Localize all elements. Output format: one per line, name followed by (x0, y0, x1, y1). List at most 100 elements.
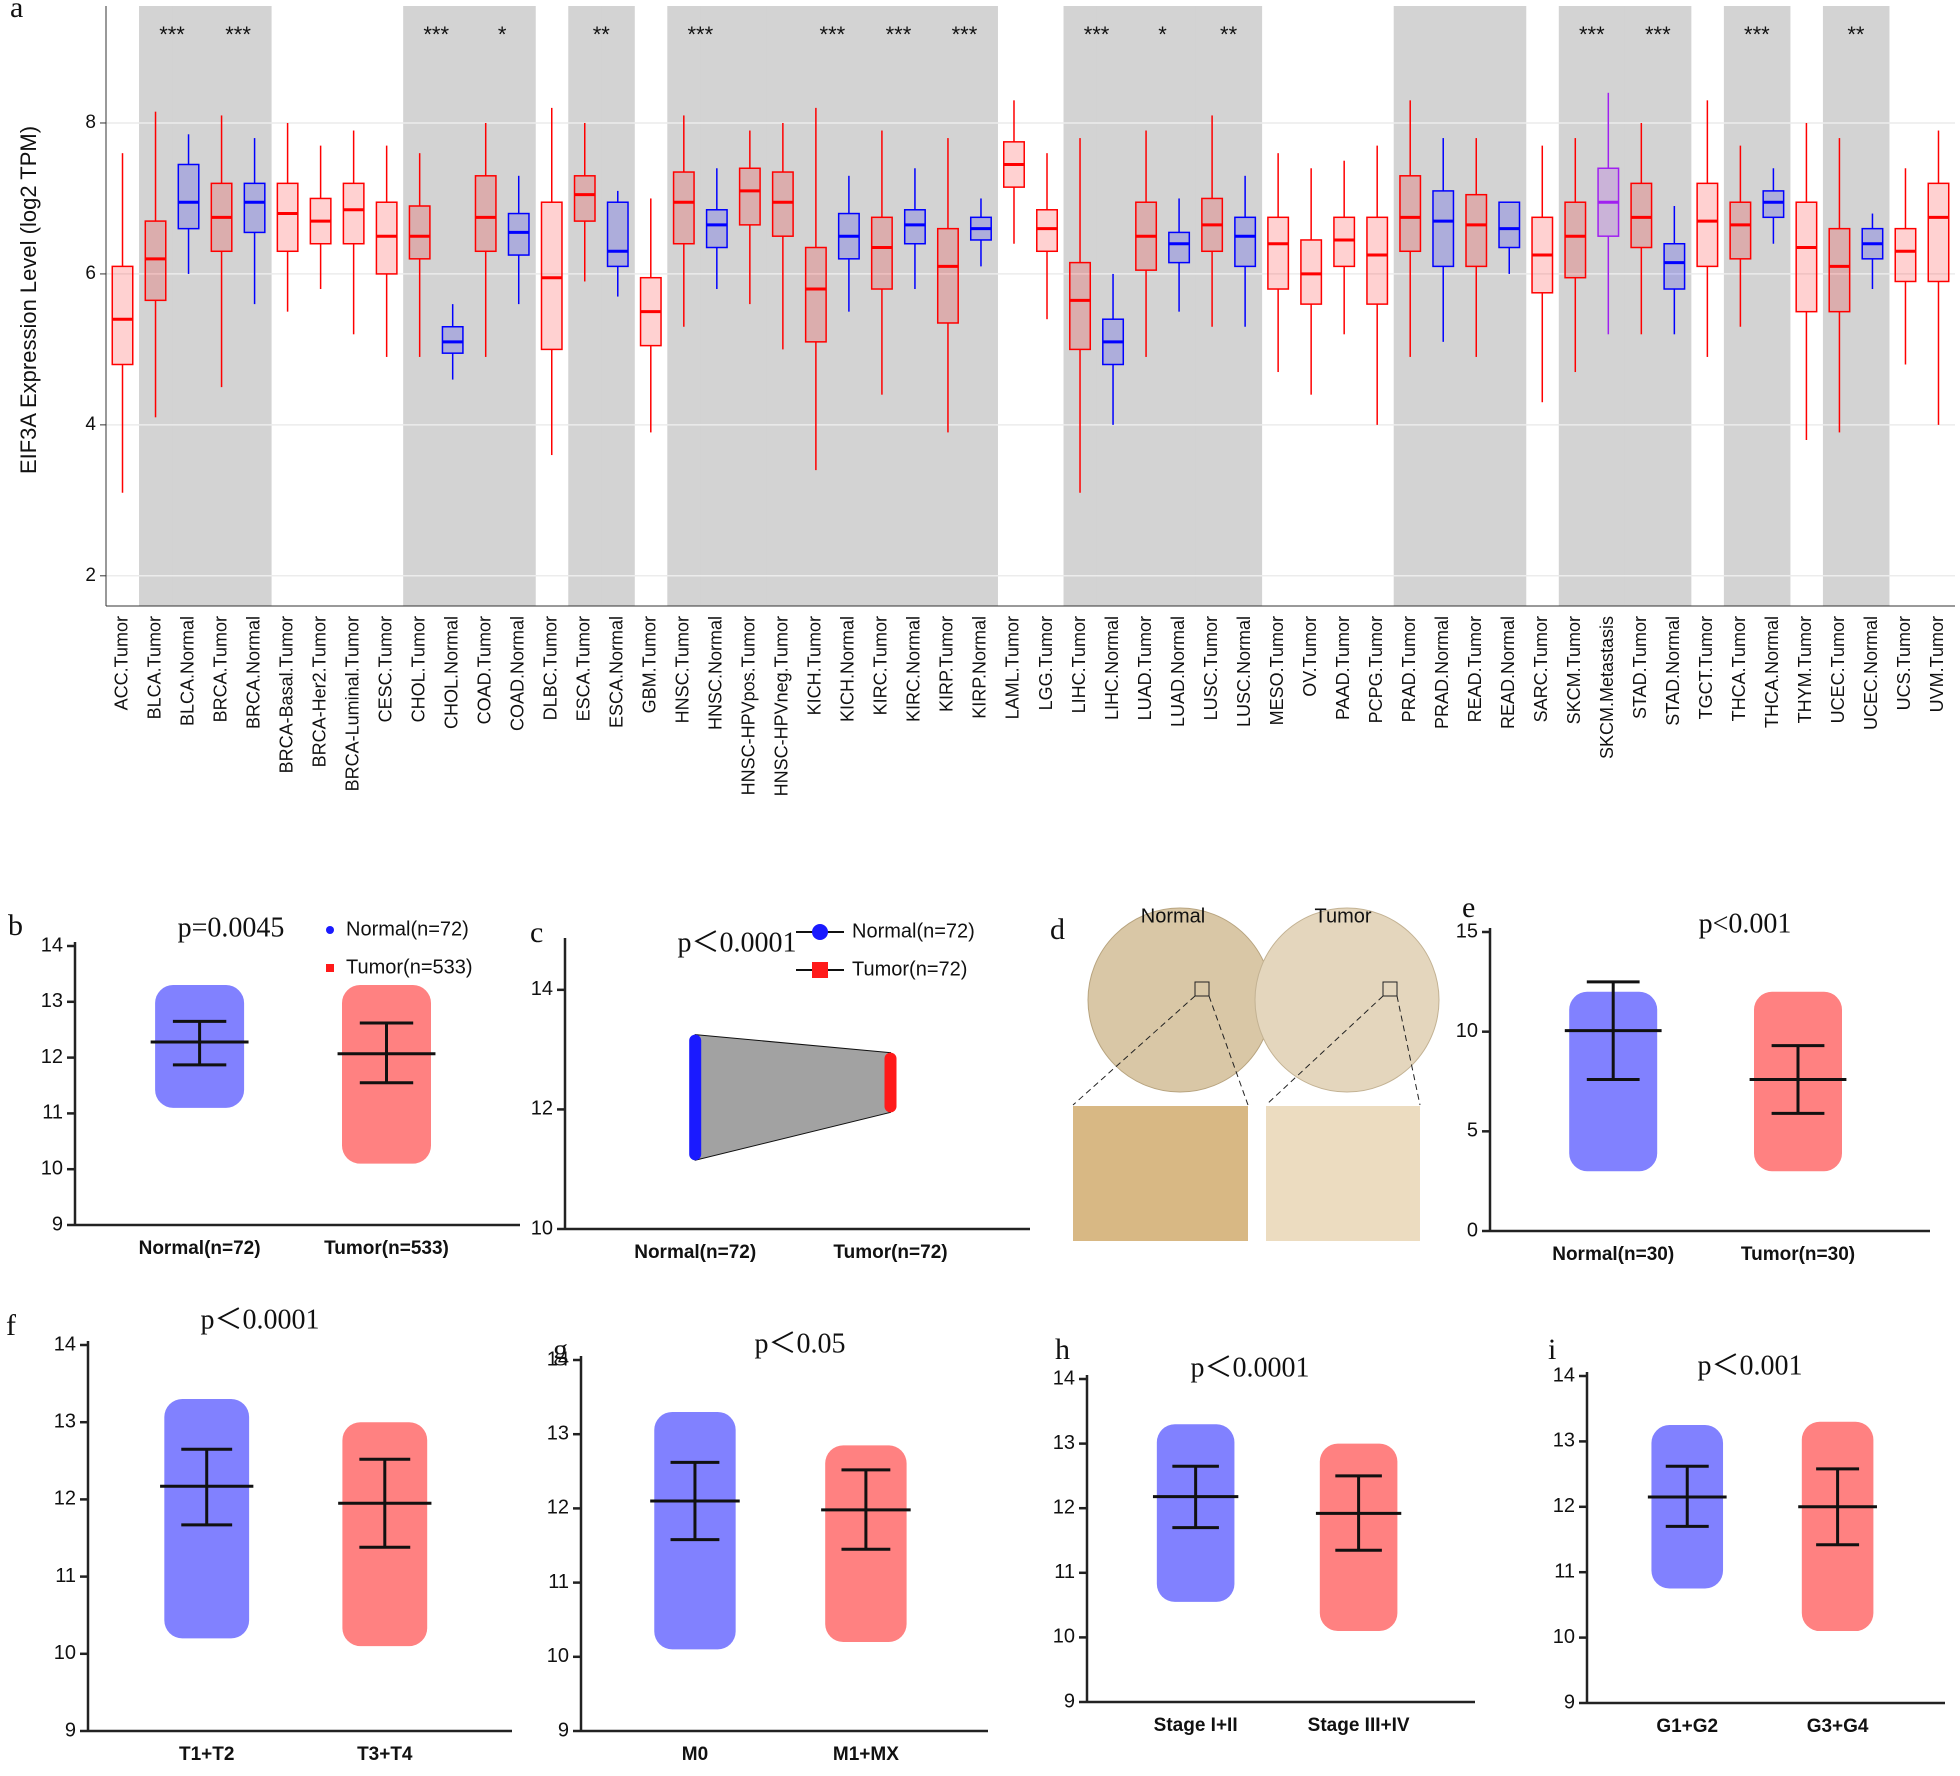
chart-title: p＜0.001 (1697, 1350, 1802, 1381)
legend-marker (326, 926, 334, 934)
x-tick-label: HNSC.Normal (706, 616, 726, 730)
box (1762, 190, 1785, 219)
x-tick-label: UCEC.Tumor (1828, 616, 1848, 723)
x-tick-label: SKCM.Tumor (1564, 616, 1584, 724)
box (342, 182, 365, 245)
significance: *** (1645, 22, 1671, 47)
y-tick-label: 13 (547, 1422, 569, 1444)
x-tick-label: LUAD.Normal (1168, 616, 1188, 727)
pair-lines (694, 1034, 891, 1161)
x-tick-label: CHOL.Normal (441, 616, 461, 729)
box (1399, 175, 1422, 253)
shade-band (568, 6, 602, 606)
x-tick-label: LUSC.Tumor (1201, 616, 1221, 720)
box (1630, 182, 1653, 249)
x-tick-label: LIHC.Tumor (1069, 616, 1089, 713)
x-tick-label: PRAD.Normal (1432, 616, 1452, 729)
legend-marker (812, 962, 828, 978)
y-tick-label: 10 (547, 1645, 569, 1667)
legend-label: Normal(n=72) (852, 920, 975, 942)
x-tick-label: PRAD.Tumor (1399, 616, 1419, 722)
y-tick-label: 13 (41, 990, 63, 1012)
zoom-image-tumor (1266, 1106, 1420, 1241)
x-tick-label: Tumor(n=30) (1741, 1244, 1855, 1265)
x-tick-label: READ.Normal (1498, 616, 1518, 729)
significance: *** (1579, 22, 1605, 47)
y-tick-label: 10 (531, 1217, 553, 1239)
x-tick-label: PAAD.Tumor (1333, 616, 1353, 720)
x-tick-label: KIRC.Normal (904, 616, 924, 722)
x-tick-label: HNSC-HPVneg.Tumor (772, 616, 792, 796)
x-tick-label: DLBC.Tumor (540, 616, 560, 720)
y-tick-label: 5 (1467, 1120, 1478, 1142)
x-tick-label: THCA.Tumor (1729, 616, 1749, 721)
panel-label: g (553, 1333, 568, 1366)
x-tick-label: HNSC-HPVpos.Tumor (739, 616, 759, 795)
significance: *** (1084, 22, 1110, 47)
box (276, 182, 299, 253)
shade-band (502, 6, 536, 606)
significance: *** (952, 22, 978, 47)
y-tick-label: 12 (1053, 1496, 1075, 1518)
y-tick-label: 12 (41, 1046, 63, 1068)
x-tick-label: Stage I+II (1154, 1715, 1238, 1736)
chart-title: p＜0.0001 (200, 1304, 319, 1335)
legend-label: Normal(n=72) (346, 918, 469, 940)
significance: ** (593, 22, 611, 47)
box (1696, 182, 1719, 268)
panel-label: c (530, 916, 543, 949)
zoom-line (1072, 995, 1196, 1106)
box (441, 326, 464, 354)
panel-d-images: Normal Tumor d (1050, 905, 1440, 1241)
image-label: Tumor (1314, 905, 1371, 927)
x-tick-label: Tumor(n=533) (324, 1238, 449, 1259)
x-tick-label: UCEC.Normal (1861, 616, 1881, 730)
y-tick-label: 11 (42, 1102, 63, 1124)
shade-band (172, 6, 206, 606)
y-tick-label: 10 (1053, 1626, 1075, 1648)
x-tick-label: UVM.Tumor (1927, 616, 1947, 712)
shade-band (1492, 6, 1527, 606)
value-range (689, 1034, 702, 1161)
x-tick-label: SKCM.Metastasis (1597, 616, 1617, 759)
x-tick-label: T3+T4 (357, 1744, 413, 1765)
box (1036, 209, 1058, 253)
image-label: Normal (1141, 905, 1205, 927)
box (1069, 261, 1092, 351)
x-tick-label: M1+MX (833, 1744, 899, 1765)
x-tick-label: Normal(n=72) (634, 1242, 756, 1263)
significance: *** (687, 22, 713, 47)
legend-marker (326, 964, 334, 972)
y-tick-label: 12 (1553, 1495, 1575, 1517)
significance: *** (159, 22, 185, 47)
x-tick-label: SARC.Tumor (1531, 616, 1551, 722)
chart-title: p＜0.0001 (1190, 1352, 1309, 1383)
y-tick-label: 11 (1554, 1560, 1575, 1582)
box (936, 227, 959, 324)
box (1333, 216, 1356, 268)
box (1795, 201, 1818, 313)
shade-band (601, 6, 635, 606)
x-tick-label: MESO.Tumor (1267, 616, 1287, 725)
box (507, 212, 530, 256)
y-tick-label: 2 (85, 565, 96, 586)
box (1168, 231, 1191, 264)
x-tick-label: Tumor(n=72) (833, 1242, 947, 1263)
value-range (1569, 991, 1658, 1172)
panel-label: f (6, 1309, 16, 1342)
shade-band (733, 6, 767, 606)
x-tick-label: BRCA-Luminal.Tumor (342, 616, 362, 791)
legend-label: Tumor(n=533) (346, 956, 473, 978)
zoom-line (1396, 995, 1421, 1106)
box (408, 205, 431, 260)
box (474, 175, 497, 253)
x-tick-label: ESCA.Tumor (574, 616, 594, 721)
box (1564, 201, 1587, 279)
x-tick-label: COAD.Normal (507, 616, 527, 731)
significance: *** (886, 22, 912, 47)
chart-title: p<0.001 (1699, 908, 1792, 939)
y-tick-label: 10 (1456, 1020, 1478, 1042)
x-tick-label: UCS.Tumor (1894, 616, 1914, 710)
box (738, 167, 761, 226)
